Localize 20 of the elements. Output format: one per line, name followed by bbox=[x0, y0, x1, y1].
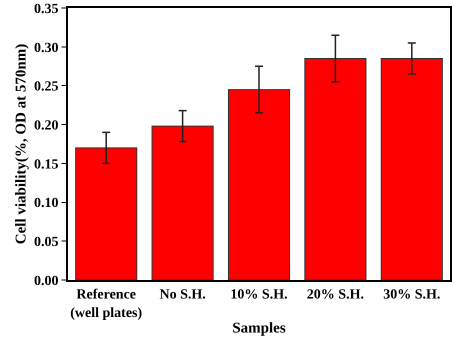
x-tick-label: 20% S.H. bbox=[306, 288, 364, 303]
y-tick-label: 0.25 bbox=[34, 80, 58, 95]
y-tick-label: 0.00 bbox=[34, 274, 58, 289]
x-tick-label: 10% S.H. bbox=[230, 288, 288, 303]
x-tick-label: Reference (well plates) bbox=[70, 288, 142, 321]
y-tick-label: 0.20 bbox=[34, 118, 58, 134]
x-tick-label: 30% S.H. bbox=[383, 288, 440, 303]
y-tick-label: 0.05 bbox=[34, 235, 58, 250]
y-axis-title: Cell viability(%, OD at 570nm) bbox=[14, 44, 30, 244]
bar bbox=[304, 58, 366, 280]
y-tick-label: 0.30 bbox=[34, 40, 58, 56]
y-tick-label: 0.15 bbox=[34, 157, 58, 172]
x-axis-title: Samples bbox=[232, 320, 286, 336]
y-tick-label: 0.35 bbox=[34, 2, 58, 17]
bar bbox=[228, 89, 290, 280]
bar bbox=[75, 147, 138, 280]
bar bbox=[380, 58, 443, 280]
x-tick-label: No S.H. bbox=[159, 288, 206, 303]
y-tick-label: 0.10 bbox=[34, 196, 58, 212]
bar bbox=[152, 126, 214, 280]
